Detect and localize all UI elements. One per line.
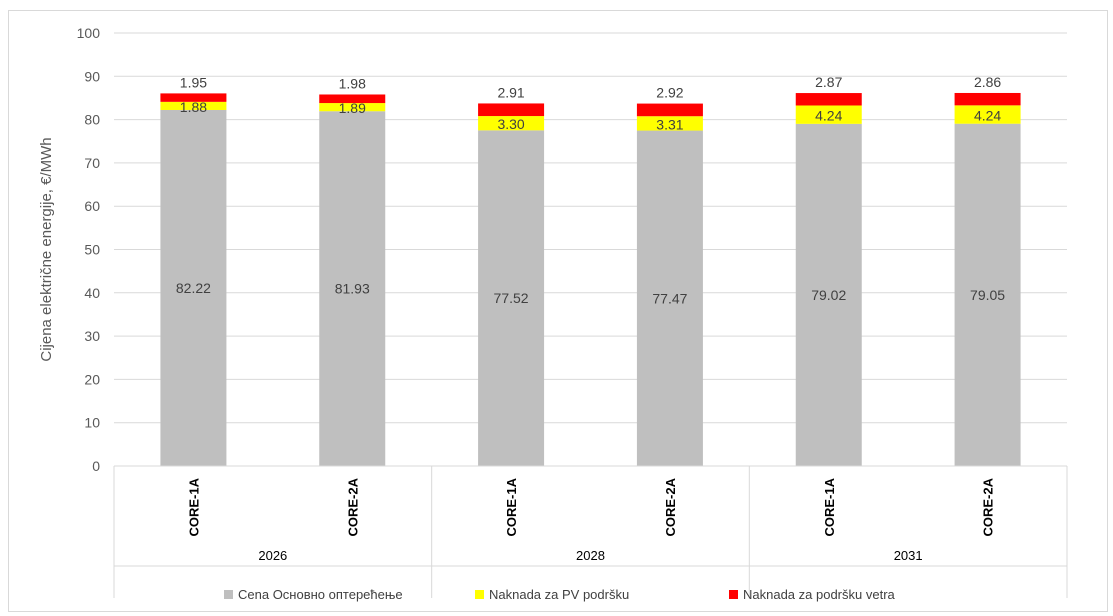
legend-label: Naknada za podršku vetra — [743, 587, 896, 602]
x-category-label: CORE-2A — [663, 477, 678, 536]
x-category-label: CORE-1A — [822, 477, 837, 536]
data-label: 1.95 — [180, 74, 207, 90]
bar-segment — [795, 105, 862, 124]
data-label: 3.31 — [656, 116, 683, 132]
data-label: 4.24 — [815, 108, 842, 124]
data-label: 1.89 — [339, 100, 366, 116]
data-label: 2.86 — [974, 74, 1001, 90]
data-label: 4.24 — [974, 108, 1001, 124]
gridlines — [114, 32, 1067, 467]
data-label: 81.93 — [335, 281, 370, 297]
axes: 0 10 20 30 40 50 60 70 80 90 100 2026 2028 2031 CORE-1… — [77, 25, 1068, 598]
y-tick-label: 80 — [84, 112, 100, 128]
x-group-label: 2028 — [576, 548, 605, 563]
bar-segment — [319, 111, 386, 466]
stacked-bar-chart: 82.22 1.88 1.95 81.93 1.89 1.98 77.52 3.30 2.91 7… — [38, 25, 1068, 602]
y-tick-label: 20 — [84, 371, 100, 387]
data-labels: 82.22 1.88 1.95 81.93 1.89 1.98 77.52 3.30 2.91 7… — [176, 74, 1005, 306]
bar-segment — [319, 94, 386, 104]
bar-segment — [636, 103, 703, 117]
data-label: 77.47 — [652, 290, 687, 306]
data-label: 79.05 — [970, 287, 1005, 303]
y-tick-label: 10 — [84, 415, 100, 431]
y-tick-label: 30 — [84, 328, 100, 344]
bar-segment — [954, 105, 1021, 124]
y-tick-label: 0 — [92, 458, 100, 474]
bar-segment — [954, 92, 1021, 106]
x-category-label: CORE-1A — [186, 477, 201, 536]
bar-segment — [319, 103, 386, 112]
bar-segment — [160, 93, 227, 102]
legend-swatch — [224, 590, 233, 599]
x-category-label: CORE-2A — [981, 477, 996, 536]
x-group-label: 2026 — [258, 548, 287, 563]
y-tick-label: 50 — [84, 242, 100, 258]
data-label: 77.52 — [494, 290, 529, 306]
bar-segment — [954, 123, 1021, 466]
bar-segment — [636, 116, 703, 131]
y-axis-title: Cijena električne energije, €/MWh — [38, 137, 55, 361]
bar-segment — [636, 130, 703, 466]
bar-segment — [478, 130, 545, 466]
data-label: 1.98 — [339, 75, 366, 91]
legend-swatch — [475, 590, 484, 599]
legend-label: Cena Основно оптерећење — [238, 587, 403, 602]
y-tick-label: 90 — [84, 68, 100, 84]
data-label: 2.91 — [497, 84, 524, 100]
data-label: 79.02 — [811, 287, 846, 303]
data-label: 3.30 — [497, 116, 524, 132]
y-tick-label: 100 — [77, 25, 101, 41]
data-label: 2.92 — [656, 85, 683, 101]
legend-swatch — [729, 590, 738, 599]
x-category-label: CORE-2A — [345, 477, 360, 536]
bar-segment — [478, 103, 545, 117]
data-label: 82.22 — [176, 280, 211, 296]
legend-label: Naknada za PV podršku — [489, 587, 629, 602]
bar-segment — [478, 116, 545, 131]
legend: Cena Основно оптерећење Naknada za PV pod… — [224, 587, 896, 602]
x-group-label: 2031 — [894, 548, 923, 563]
bar-segment — [795, 93, 862, 106]
chart-frame: 82.22 1.88 1.95 81.93 1.89 1.98 77.52 3.30 2.91 7… — [8, 10, 1108, 612]
y-tick-label: 60 — [84, 198, 100, 214]
y-tick-label: 40 — [84, 285, 100, 301]
data-label: 1.88 — [180, 99, 207, 115]
bar-segment — [160, 101, 227, 110]
bar-segment — [795, 123, 862, 467]
y-tick-label: 70 — [84, 155, 100, 171]
x-category-label: CORE-1A — [504, 477, 519, 536]
data-label: 2.87 — [815, 74, 842, 90]
bars — [160, 92, 1021, 467]
bar-segment — [160, 109, 227, 466]
